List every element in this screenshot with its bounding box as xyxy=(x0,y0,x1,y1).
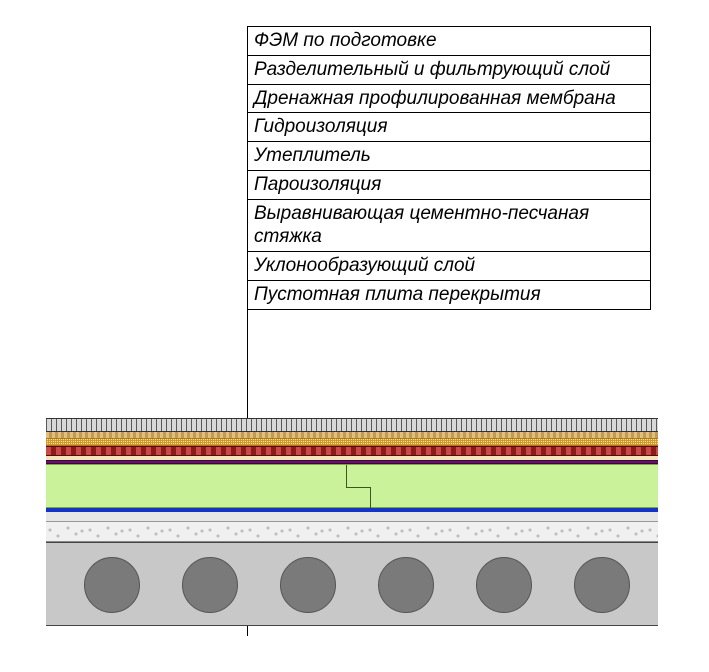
slab-void-5 xyxy=(574,557,630,613)
slab-void-3 xyxy=(378,557,434,613)
slab-void-0 xyxy=(84,557,140,613)
insulation-joint-h xyxy=(346,487,370,488)
layer-insulation xyxy=(46,464,658,508)
label-row-vapor: Пароизоляция xyxy=(248,171,650,200)
slab-void-2 xyxy=(280,557,336,613)
label-row-insulation: Утеплитель xyxy=(248,142,650,171)
label-row-slab: Пустотная плита перекрытия xyxy=(248,281,650,310)
label-row-slope: Уклонообразующий слой xyxy=(248,252,650,281)
layer-filter xyxy=(46,438,658,446)
layer-paving xyxy=(46,418,658,432)
label-row-screed: Выравнивающая цементно-песчаная стяжка xyxy=(248,200,650,253)
label-row-membrane: Дренажная профилированная мембрана xyxy=(248,85,650,114)
layer-screed xyxy=(46,512,658,522)
label-row-filter: Разделительный и фильтрующий слой xyxy=(248,56,650,85)
label-row-paving: ФЭМ по подготовке xyxy=(248,27,650,56)
layer-slope xyxy=(46,522,658,542)
layer-slab xyxy=(46,542,658,626)
insulation-joint-v1 xyxy=(346,465,347,487)
cross-section xyxy=(46,418,658,626)
layer-membrane xyxy=(46,446,658,456)
slab-void-4 xyxy=(476,557,532,613)
label-row-waterproof: Гидроизоляция xyxy=(248,113,650,142)
slab-void-1 xyxy=(182,557,238,613)
diagram-root: ФЭМ по подготовке Разделительный и фильт… xyxy=(0,0,709,672)
labels-table: ФЭМ по подготовке Разделительный и фильт… xyxy=(247,26,651,310)
insulation-joint-v2 xyxy=(370,487,371,509)
